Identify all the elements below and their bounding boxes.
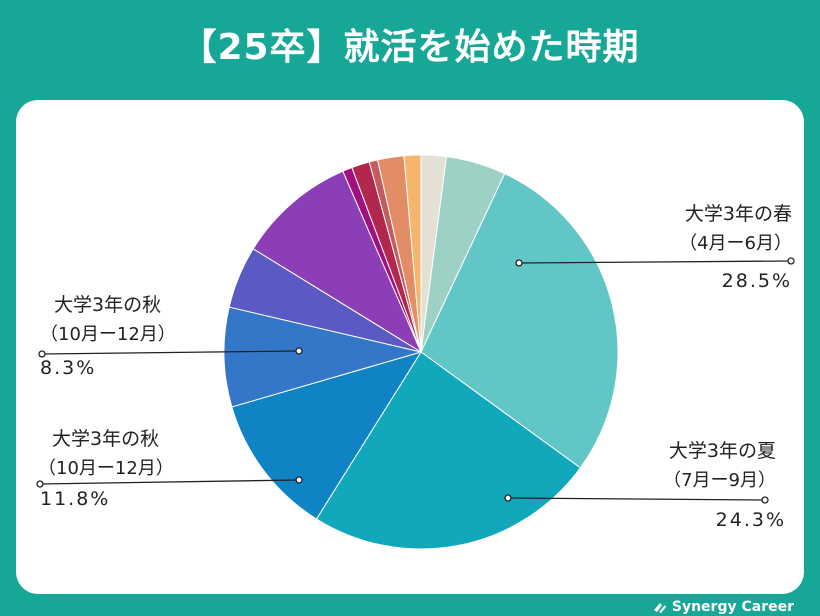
callout-label-range: （10月ー12月） xyxy=(38,458,174,479)
callout-labels: 大学3年の春 （4月ー6月） 28.5% 大学3年の夏 （7月ー9月） 24.3… xyxy=(38,203,792,531)
leader-dot-1-1 xyxy=(761,496,769,504)
callout-label-title: 大学3年の春 xyxy=(685,203,792,225)
callout-label-title: 大学3年の秋 xyxy=(54,294,161,316)
chart-card: 大学3年の春 （4月ー6月） 28.5% 大学3年の夏 （7月ー9月） 24.3… xyxy=(16,100,804,594)
leader-line-2 xyxy=(39,479,300,485)
pie-slices xyxy=(223,154,619,550)
callout-label-title: 大学3年の夏 xyxy=(669,440,776,462)
callout-label-percent: 24.3% xyxy=(716,509,786,531)
callout-label-title: 大学3年の秋 xyxy=(52,428,159,450)
callout-label-range: （7月ー9月） xyxy=(663,470,776,491)
pie-slice-12 xyxy=(403,154,422,353)
callout-label-percent: 8.3% xyxy=(40,357,96,379)
callout-label-percent: 28.5% xyxy=(722,270,792,292)
pie-slice-5 xyxy=(223,306,423,408)
leader-line-1 xyxy=(507,497,766,501)
leader-dot-0-0 xyxy=(515,259,523,267)
pie-slice-3 xyxy=(315,351,582,550)
brand-logo: Synergy Career xyxy=(653,599,794,615)
callout-label-range: （4月ー6月） xyxy=(679,233,792,254)
leader-dot-3-0 xyxy=(295,347,303,355)
brand-name: Synergy Career xyxy=(671,599,794,615)
leader-line-0 xyxy=(518,260,792,264)
callout-label-range: （10月ー12月） xyxy=(40,324,176,345)
pie-chart: 大学3年の春 （4月ー6月） 28.5% 大学3年の夏 （7月ー9月） 24.3… xyxy=(36,154,795,550)
callout-label-percent: 11.8% xyxy=(40,488,110,510)
pie-slice-4 xyxy=(231,351,423,520)
pie-slice-2 xyxy=(420,172,619,469)
chart-title: 【25卒】就活を始めた時期 xyxy=(180,27,640,68)
leader-dot-2-0 xyxy=(295,476,303,484)
leader-dot-1-0 xyxy=(504,494,512,502)
synergy-logo-icon xyxy=(653,603,666,613)
leader-line-3 xyxy=(41,350,300,355)
pie-slice-7 xyxy=(252,170,423,354)
leader-dot-0-1 xyxy=(787,257,795,265)
callout-lines xyxy=(36,257,795,504)
leader-dot-3-1 xyxy=(38,350,46,358)
leader-dot-2-1 xyxy=(36,480,44,488)
